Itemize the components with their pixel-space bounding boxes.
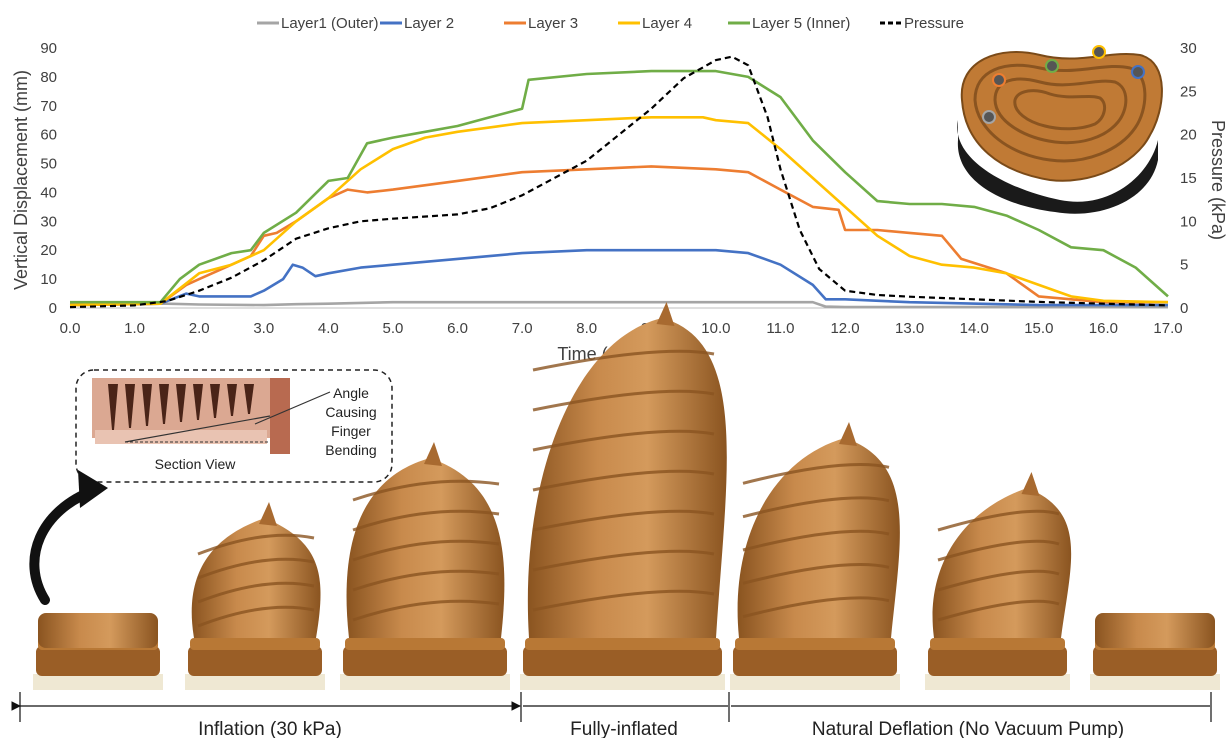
x-tick-label: 8.0: [576, 320, 597, 337]
y-tick-label: 60: [40, 127, 57, 144]
legend-label: Pressure: [904, 15, 964, 32]
x-tick-label: 10.0: [701, 320, 730, 337]
chamber: [108, 384, 118, 430]
finger-photo: [520, 302, 727, 690]
y-tick-label: 40: [40, 184, 57, 201]
x-tick-label: 11.0: [766, 320, 794, 337]
finger-photo: [33, 613, 163, 690]
chamber: [244, 384, 254, 414]
x-tick-label: 14.0: [960, 320, 989, 337]
x-tick-label: 0.0: [60, 320, 81, 337]
phase-brackets: Inflation (30 kPa) Fully-inflated Natura…: [11, 692, 1212, 738]
y2-tick-label: 30: [1180, 40, 1197, 57]
x-tick-label: 17.0: [1153, 320, 1182, 337]
y-tick-label: 90: [40, 40, 57, 57]
finger-photo: [185, 502, 325, 690]
x-tick-label: 12.0: [830, 320, 859, 337]
phase-label-inflation: Inflation (30 kPa): [198, 719, 342, 738]
actuator-top-photo: [957, 45, 1163, 214]
y-tick-label: 50: [40, 156, 57, 173]
y2-tick-label: 25: [1180, 83, 1197, 100]
finger-photo: [1090, 613, 1220, 690]
x-tick-label: 5.0: [383, 320, 404, 337]
legend-label: Layer 3: [528, 15, 578, 32]
finger-photo-sequence: [33, 302, 1220, 690]
x-tick-label: 3.0: [253, 320, 274, 337]
legend-label: Layer1 (Outer): [281, 15, 379, 32]
chamber: [125, 384, 135, 428]
x-tick-label: 4.0: [318, 320, 339, 337]
chamber: [193, 384, 203, 420]
series-line-layer-5-inner: [70, 69, 1169, 304]
y2-tick-label: 20: [1180, 127, 1197, 144]
x-tick-label: 15.0: [1024, 320, 1053, 337]
y2-tick-label: 0: [1180, 300, 1188, 317]
legend-label: Layer 4: [642, 15, 692, 32]
section-chambers: [108, 384, 254, 430]
angle-label-line-4: Bending: [325, 442, 376, 458]
y2-tick-label: 5: [1180, 257, 1188, 274]
series-line-layer-2: [69, 248, 1168, 307]
y2-tick-label: 15: [1180, 170, 1197, 187]
section-view-label: Section View: [155, 456, 237, 472]
y2-tick-label: 10: [1180, 213, 1197, 230]
y-tick-label: 70: [40, 98, 57, 115]
y-tick-label: 10: [40, 271, 57, 288]
chamber: [227, 384, 237, 416]
y2-axis-title: Pressure (kPa): [1208, 120, 1227, 240]
phase-label-fully-inflated: Fully-inflated: [570, 719, 678, 738]
x-tick-labels: 0.01.02.03.04.05.06.07.08.09.010.011.012…: [60, 320, 1183, 337]
finger-photo: [340, 442, 510, 690]
angle-label-line-3: Finger: [331, 423, 371, 439]
x-tick-label: 2.0: [189, 320, 210, 337]
series-line-pressure: [69, 55, 1169, 309]
y-axis-title: Vertical Displacement (mm): [11, 70, 31, 290]
y-tick-label: 0: [49, 300, 57, 317]
chamber: [159, 384, 169, 424]
chamber: [176, 384, 186, 422]
y-tick-label: 20: [40, 242, 57, 259]
y-tick-labels: 0 10 20 30 40 50 60 70 80 90: [40, 40, 57, 317]
x-tick-label: 16.0: [1089, 320, 1118, 337]
section-view-inset: Section View Angle Causing Finger Bendin…: [75, 369, 393, 483]
x-tick-label: 13.0: [895, 320, 924, 337]
x-tick-label: 1.0: [124, 320, 145, 337]
curved-arrow-icon: [29, 485, 100, 605]
y-tick-label: 30: [40, 213, 57, 230]
x-tick-label: 7.0: [512, 320, 533, 337]
chart-legend: Layer1 (Outer) Layer 2 Layer 3 Layer 4 Layer…: [257, 15, 964, 32]
phase-label-deflation: Natural Deflation (No Vacuum Pump): [812, 719, 1124, 738]
finger-photo: [730, 422, 900, 690]
finger-photo: [925, 472, 1072, 690]
angle-label-line-2: Causing: [325, 404, 376, 420]
arrow-head-icon: [78, 470, 108, 508]
series-line-layer-3: [69, 165, 1168, 307]
angle-label-line-1: Angle: [333, 385, 369, 401]
legend-label: Layer 2: [404, 15, 454, 32]
legend-label: Layer 5 (Inner): [752, 15, 850, 32]
y-tick-label: 80: [40, 69, 57, 86]
series-lines: [69, 55, 1169, 309]
chamber: [210, 384, 220, 418]
chamber: [142, 384, 152, 426]
y2-tick-labels: 0 5 10 15 20 25 30: [1180, 40, 1197, 317]
x-tick-label: 6.0: [447, 320, 468, 337]
series-line-layer-4: [69, 116, 1169, 307]
series-line-layer1-outer: [70, 300, 1168, 309]
